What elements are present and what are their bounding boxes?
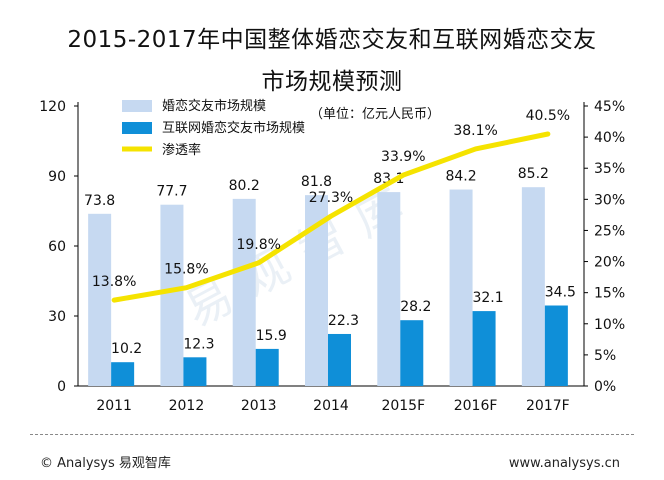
x-tick-label: 2011: [96, 398, 132, 414]
y-right-tick-label: 5%: [594, 348, 616, 364]
bar-internet-label: 15.9: [256, 328, 287, 344]
footer-website: www.analysys.cn: [508, 456, 620, 471]
bar-overall: [232, 198, 256, 386]
legend-swatch-internet: [122, 122, 152, 134]
bar-internet: [183, 357, 207, 386]
x-tick-label: 2016F: [454, 398, 498, 414]
bar-overall: [305, 195, 328, 386]
bar-internet-label: 32.1: [472, 290, 503, 306]
bar-internet-label: 12.3: [183, 336, 214, 352]
bar-overall-label: 81.8: [301, 174, 332, 190]
bar-internet: [544, 305, 568, 386]
x-tick-label: 2017F: [526, 398, 570, 414]
bar-internet-label: 22.3: [328, 313, 359, 329]
bar-overall: [377, 192, 401, 386]
bar-overall-label: 77.7: [156, 184, 187, 200]
footer-divider: [30, 434, 634, 435]
y-right-tick-label: 30%: [594, 192, 625, 208]
y-right-tick-label: 35%: [594, 161, 625, 177]
line-point-label: 13.8%: [92, 274, 136, 290]
chart-title-line2: 市场规模预测: [261, 69, 403, 95]
bar-internet-label: 28.2: [400, 299, 431, 315]
bar-overall-label: 83.1: [373, 171, 404, 187]
y-right-tick-label: 25%: [594, 223, 625, 239]
y-left-tick-label: 90: [48, 169, 66, 185]
x-tick-label: 2013: [241, 398, 277, 414]
x-tick-label: 2012: [169, 398, 205, 414]
bar-overall-label: 73.8: [84, 193, 115, 209]
legend-swatch-overall: [122, 100, 152, 112]
bar-internet: [111, 362, 135, 386]
line-point-label: 40.5%: [526, 108, 570, 124]
line-point-label: 38.1%: [453, 123, 497, 139]
y-right-tick-label: 40%: [594, 130, 625, 146]
line-point-label: 19.8%: [236, 237, 280, 253]
unit-note: （单位：亿元人民币）: [310, 107, 440, 122]
line-point-label: 15.8%: [164, 262, 208, 278]
bar-overall: [449, 189, 473, 386]
y-right-tick-label: 15%: [594, 286, 625, 302]
y-left-tick-label: 0: [57, 379, 66, 395]
x-tick-label: 2015F: [381, 398, 425, 414]
bar-overall-label: 80.2: [229, 178, 260, 194]
bar-internet: [255, 348, 279, 386]
y-left-tick-label: 120: [39, 99, 66, 115]
y-right-tick-label: 45%: [594, 99, 625, 115]
bar-overall: [88, 213, 112, 386]
line-point-label: 33.9%: [381, 149, 425, 165]
bar-overall: [521, 187, 545, 386]
bar-internet-label: 10.2: [111, 341, 142, 357]
bar-internet-label: 34.5: [545, 285, 576, 301]
bar-overall-label: 84.2: [445, 169, 476, 185]
chart-title-line1: 2015-2017年中国整体婚恋交友和互联网婚恋交友: [67, 27, 597, 53]
line-point-label: 27.3%: [309, 190, 353, 206]
legend-label-internet: 互联网婚恋交友市场规模: [162, 120, 305, 136]
x-tick-label: 2014: [313, 398, 349, 414]
bar-internet: [400, 320, 424, 386]
legend-label-overall: 婚恋交友市场规模: [162, 98, 266, 114]
bar-overall: [160, 204, 184, 386]
bar-internet: [472, 311, 496, 386]
y-left-tick-label: 30: [48, 309, 66, 325]
legend-label-penetration: 渗透率: [162, 142, 201, 158]
bar-internet: [328, 333, 351, 386]
y-right-tick-label: 10%: [594, 317, 625, 333]
y-right-tick-label: 20%: [594, 255, 625, 271]
y-left-tick-label: 60: [48, 239, 66, 255]
y-right-tick-label: 0%: [594, 379, 616, 395]
chart: 易观智库 03060901200%5%10%15%20%25%30%35%40%…: [39, 98, 625, 414]
bar-overall-label: 85.2: [518, 166, 549, 182]
footer-copyright: © Analysys 易观智库: [40, 456, 171, 471]
